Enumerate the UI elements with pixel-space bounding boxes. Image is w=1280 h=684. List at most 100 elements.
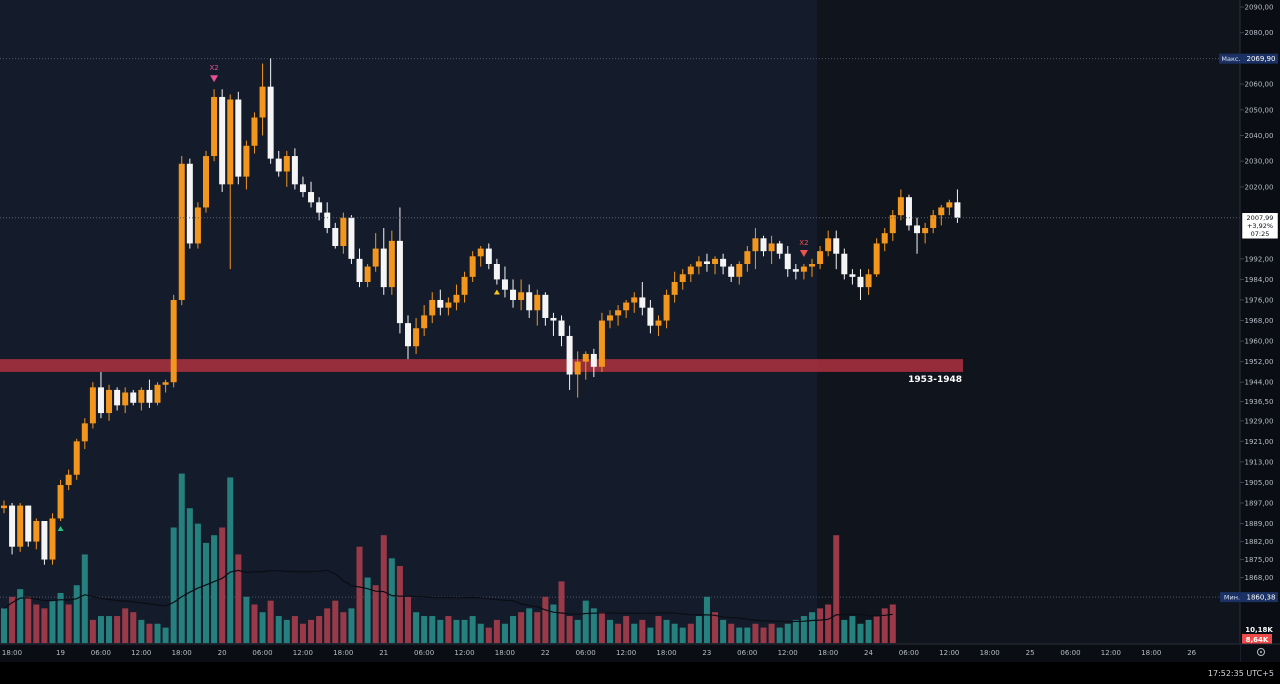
candle-body [574,361,581,375]
volume-bar [461,619,468,643]
candle-body [243,145,250,177]
volume-bar [219,527,226,643]
volume-bar [526,608,533,643]
candle-body [647,307,654,326]
volume-bar [663,619,670,643]
candle-body [340,217,347,247]
settings-icon-center [1260,651,1262,653]
volume-bar [776,627,783,643]
price-tick-label: 1882,00 [1245,538,1274,546]
time-tick-label: 06:00 [576,649,596,657]
volume-bar [396,566,403,643]
volume-bar [17,589,24,643]
volume-bar [33,604,40,643]
candle-body [760,238,767,252]
time-tick-label: 18:00 [1141,649,1161,657]
volume-bar [251,604,258,643]
volume-bar [800,616,807,643]
support-zone[interactable] [0,359,963,372]
candle-body [897,197,904,216]
candle-body [211,96,218,157]
price-axis[interactable] [1240,0,1280,662]
settings-icon[interactable] [1257,648,1265,656]
time-tick-label: 23 [702,649,711,657]
candle-body [825,238,832,252]
candle-body [695,261,702,267]
volume-bar [380,535,387,643]
price-tick-label: 1897,00 [1245,500,1274,508]
volume-bar [889,604,896,643]
volume-bar [211,535,218,643]
volume-bar [679,627,686,643]
volume-bar [194,523,201,643]
candle-body [283,156,290,172]
candle-body [453,294,460,303]
volume-bar [881,608,888,643]
volume-bar [825,604,832,643]
price-tick-label: 1960,00 [1245,338,1274,346]
time-tick-label: 12:00 [1101,649,1121,657]
volume-bar [760,627,767,643]
candle-body [25,505,32,542]
candle-body [744,251,751,264]
max-price-box [1244,53,1278,64]
candle-body [679,274,686,282]
volume-bar [299,623,306,643]
candle-body [477,248,484,257]
candle-body [615,310,622,316]
clock[interactable]: 17:52:35 UTC+5 [1208,669,1274,678]
volume-bar [744,627,751,643]
candle-body [235,99,242,177]
volume-bar [178,473,185,643]
candle-body [380,248,387,288]
volume-bar [501,623,508,643]
candle-body [518,292,525,300]
volume-bar [768,623,775,643]
min-price-tag-label: Мин. [1224,593,1240,601]
volume-bar [340,612,347,643]
candle-body [259,86,266,118]
volume-bar [615,623,622,643]
time-tick-label: 22 [541,649,550,657]
volume-bar [348,608,355,643]
volume-bar [445,616,452,643]
volume-bar [792,619,799,643]
candle-body [89,387,96,424]
max-price-tag [1219,53,1244,64]
candle-body [849,274,856,277]
candle-body [938,207,945,216]
candle-body [914,225,921,234]
volume-bar [736,627,743,643]
time-axis[interactable] [0,644,1240,662]
volume-bar [114,616,121,643]
volume-bar [332,600,339,643]
candle-body [372,248,379,267]
volume-bar [469,616,476,643]
volume-bar [437,619,444,643]
candle-body [582,353,589,362]
volume-bar [534,612,541,643]
volume-bar [138,619,145,643]
volume-bar [421,616,428,643]
candle-body [267,86,274,159]
time-tick-label: 12:00 [454,649,474,657]
settings-button[interactable] [1257,648,1265,656]
volume-bar [413,612,420,643]
candle-body [639,297,646,308]
current-price-value: 2007,99 [1247,214,1274,222]
volume-bar [833,535,840,643]
price-tick-label: 2020,00 [1245,183,1274,191]
volume-bar [146,623,153,643]
candle-body [905,197,912,226]
candle-body [73,441,80,475]
volume-bar [453,619,460,643]
volume-bar [122,608,129,643]
volume-up-box [1242,624,1276,634]
candle-body [768,243,775,252]
candle-body [607,315,613,321]
max-price-badge: Макс. 2069,90 [1219,53,1278,64]
volume-bar [235,554,242,643]
volume-bar [49,600,56,643]
price-tick-label: 2030,00 [1245,158,1274,166]
